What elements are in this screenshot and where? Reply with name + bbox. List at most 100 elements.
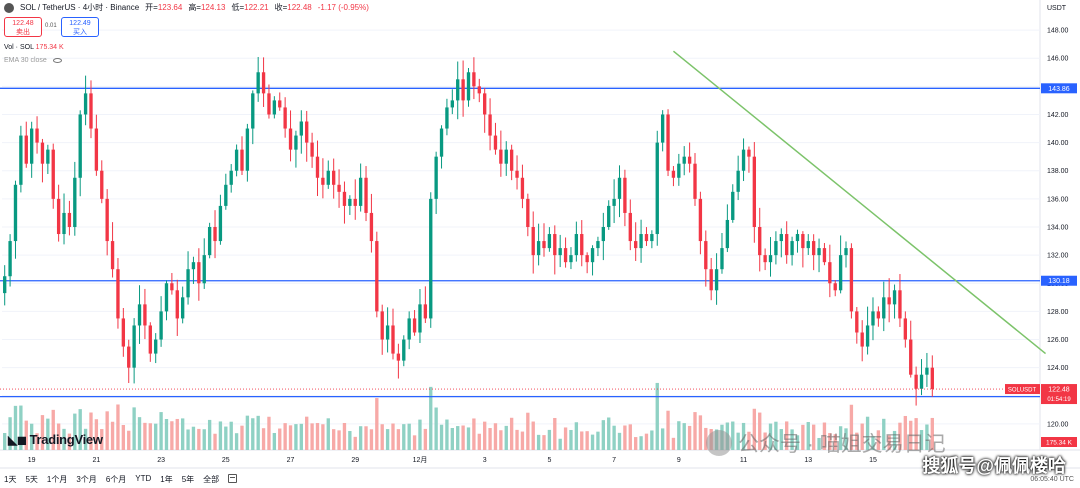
volume-bar <box>224 426 228 450</box>
timeframe-tab[interactable]: 1年 <box>160 475 173 484</box>
volume-bar <box>698 415 703 450</box>
sell-button[interactable]: 122.48 卖出 <box>4 17 42 37</box>
candle-body <box>132 325 136 368</box>
close-value: 122.48 <box>287 3 312 12</box>
utc-clock[interactable]: 06:05:40 UTC <box>1030 476 1074 483</box>
candle-body <box>364 177 368 213</box>
buy-price: 122.49 <box>69 20 91 27</box>
horizontal-lines[interactable] <box>0 87 1040 398</box>
volume-bar <box>461 425 465 450</box>
price-tick-label: 136.00 <box>1047 196 1069 203</box>
candle-body <box>13 184 18 242</box>
candle-body <box>693 163 697 199</box>
volume-bar <box>110 421 115 450</box>
timeframe-tab[interactable]: YTD <box>135 474 152 483</box>
symbol-title[interactable]: SOL / TetherUS · 4小时 · Binance <box>20 3 140 12</box>
volume-bar <box>515 429 519 450</box>
high-value: 124.13 <box>200 3 226 12</box>
timeframe-tab[interactable]: 1天 <box>4 475 17 484</box>
volume-bar <box>337 430 341 450</box>
volume-bar <box>407 423 411 450</box>
candle-body <box>375 241 379 312</box>
candle-body <box>483 93 487 115</box>
tradingview-logo-icon: ◣◼ <box>8 432 27 447</box>
candle-body <box>752 156 757 227</box>
timeframe-tab[interactable]: 全部 <box>203 475 220 484</box>
price-tick-label: 128.00 <box>1047 309 1069 316</box>
volume-bar <box>531 421 535 450</box>
candle-body <box>801 234 805 249</box>
low-value: 122.21 <box>244 3 269 12</box>
volume-bar <box>774 421 778 450</box>
volume-bar <box>660 428 665 450</box>
candle-body <box>261 72 266 94</box>
volume-bar <box>574 422 579 450</box>
volume-bar <box>56 423 61 450</box>
time-axis[interactable]: 19 21 23 25 27 29 12月 3 5 7 9 11 13 15 <box>28 456 877 464</box>
candle-body <box>197 262 201 284</box>
volume-tag <box>1041 437 1077 447</box>
volume-bar <box>132 407 136 450</box>
volume-bar <box>601 420 605 450</box>
sell-price: 122.48 <box>12 20 34 27</box>
candle-body <box>418 304 422 333</box>
timeframe-tab[interactable]: 5年 <box>181 475 195 484</box>
candle-body <box>148 325 152 354</box>
candle-body <box>337 184 341 192</box>
candle-body <box>353 198 357 206</box>
volume-bar <box>380 424 384 450</box>
volume-bar <box>919 430 924 450</box>
candle-body <box>89 93 93 129</box>
candle-body <box>170 283 174 291</box>
eye-icon[interactable] <box>52 57 62 63</box>
spread-value: 0.01 <box>45 23 57 29</box>
volume-bar <box>100 429 104 450</box>
timeframe-tab[interactable]: 6个月 <box>105 475 127 484</box>
candle-body <box>838 255 843 291</box>
candle-body <box>909 339 913 375</box>
buy-button[interactable]: 122.49 买入 <box>61 17 99 37</box>
timeframe-tabs[interactable]: 1天 5天 1个月 3个月 6个月 YTD 1年 5年 全部 <box>4 474 219 485</box>
candle-body <box>40 142 45 164</box>
candle-body <box>623 177 627 213</box>
volume-bar <box>310 423 314 450</box>
volume-bar <box>450 428 454 450</box>
candle-body <box>326 170 330 185</box>
candle-body <box>504 149 508 164</box>
candle-body <box>569 255 573 263</box>
candle-body <box>860 332 864 347</box>
volume-bar <box>261 428 266 450</box>
timeframe-tab[interactable]: 5天 <box>25 475 38 484</box>
candle-body <box>180 297 185 319</box>
candle-body <box>747 149 751 157</box>
volume-bar <box>278 428 282 450</box>
volume-bar <box>828 433 832 450</box>
volume-bar <box>477 433 481 450</box>
price-tick-label: 142.00 <box>1047 112 1069 119</box>
timeframe-tab[interactable]: 3个月 <box>76 475 97 484</box>
timeframe-tab[interactable]: 1个月 <box>46 475 68 484</box>
trendline[interactable] <box>672 50 1047 355</box>
candle-body <box>714 269 719 291</box>
volume-bar <box>272 432 277 450</box>
candle-body <box>466 72 471 101</box>
volume-indicator-legend[interactable]: Vol · SOL 175.34 K <box>4 44 64 51</box>
time-tick-label: 25 <box>222 457 230 464</box>
volume-bar <box>207 419 212 450</box>
calendar-icon[interactable] <box>228 474 237 483</box>
ema-indicator-legend[interactable]: EMA 30 close <box>4 57 62 64</box>
volume-bar <box>94 419 99 450</box>
volume-bar <box>8 417 12 450</box>
candle-body <box>137 304 142 326</box>
volume-bar <box>154 423 158 450</box>
volume-bar <box>526 412 530 450</box>
last-price-text: 122.48 <box>1048 387 1070 394</box>
low-key: 低= <box>231 3 245 12</box>
volume-bar <box>175 418 179 450</box>
volume-bar <box>504 425 508 450</box>
volume-bar <box>838 426 843 450</box>
candle-body <box>736 170 740 192</box>
volume-bar <box>563 427 568 450</box>
